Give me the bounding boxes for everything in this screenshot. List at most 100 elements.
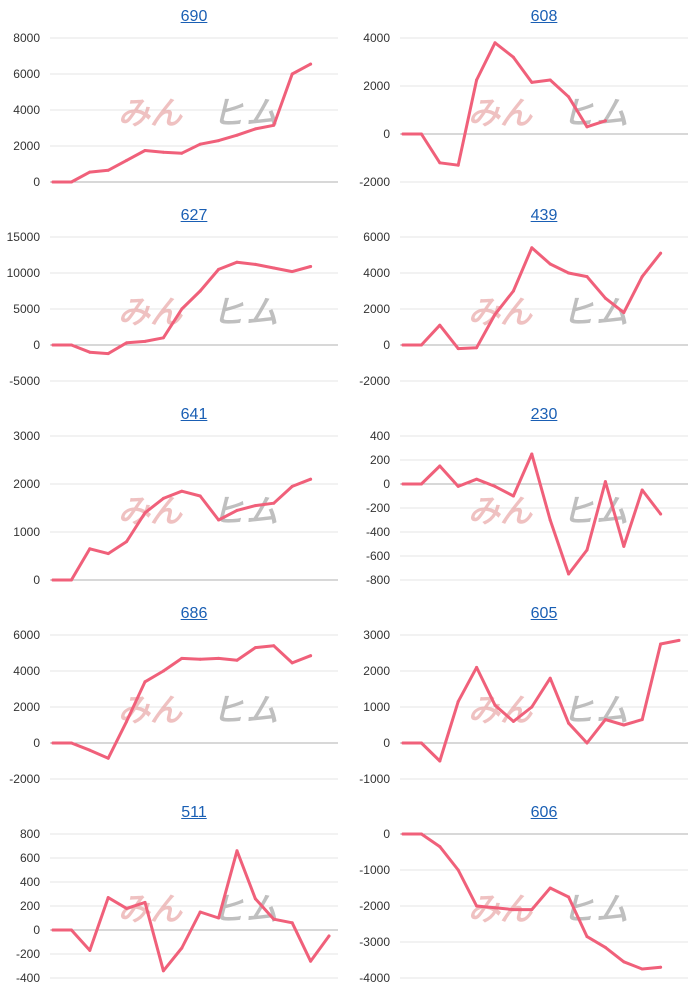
data-point [198,142,202,146]
data-point [290,72,294,76]
data-point [290,921,294,925]
data-point [143,511,147,515]
y-tick-label: 8000 [13,31,40,45]
y-tick-label: 0 [383,736,390,750]
chart-panel: 641 0 1000 2000 3000 みんヒム [0,398,350,597]
chart-title-link[interactable]: 627 [180,207,208,224]
data-point [125,540,129,544]
chart-title-link[interactable]: 686 [180,605,208,622]
data-point [456,700,460,704]
data-point [217,916,221,920]
watermark-text: ム [246,890,278,928]
data-point [161,496,165,500]
data-point [51,741,55,745]
data-point [585,741,589,745]
data-point [401,482,405,486]
y-tick-label: -200 [366,501,390,515]
chart-title-link[interactable]: 690 [180,8,208,25]
data-point [585,275,589,279]
y-tick-label: 2000 [363,664,390,678]
data-point [438,323,442,327]
data-point [309,654,313,658]
data-point [161,969,165,973]
watermark-text: みん [468,293,533,331]
chart-title-link[interactable]: 608 [530,8,558,25]
data-point [603,480,607,484]
watermark-text: ム [246,691,278,729]
chart-title-link[interactable]: 230 [530,406,558,423]
data-point [69,741,73,745]
watermark-text: ヒ [212,94,244,132]
data-point [548,78,552,82]
data-point [161,150,165,154]
data-point [217,518,221,522]
data-point [217,656,221,660]
data-point [493,703,497,707]
y-tick-label: 0 [383,477,390,491]
y-tick-label: -2000 [9,772,40,786]
data-point [272,501,276,505]
data-point [198,289,202,293]
data-point [493,41,497,45]
data-point [622,723,626,727]
data-point [567,572,571,576]
data-point [290,484,294,488]
chart-title-link[interactable]: 641 [180,406,208,423]
data-point [69,180,73,184]
data-point [456,868,460,872]
data-point [106,896,110,900]
chart-panel: 606 -4000 -3000 -2000 -1000 0 みんヒム [350,796,700,995]
data-point [180,489,184,493]
data-point [217,139,221,143]
y-tick-label: -2000 [359,374,390,388]
data-point [161,336,165,340]
data-point [475,665,479,669]
y-tick-label: 3000 [363,628,390,642]
chart-title-link[interactable]: 605 [530,605,558,622]
watermark-text: みん [118,691,183,729]
y-tick-label: 0 [33,573,40,587]
chart-title-link[interactable]: 606 [530,804,558,821]
watermark-text: ヒ [562,691,594,729]
watermark-text: ヒ [212,691,244,729]
data-point [180,151,184,155]
data-point [253,127,257,131]
data-point [290,661,294,665]
data-point [640,967,644,971]
data-point [88,948,92,952]
data-point [401,132,405,136]
chart-title-link[interactable]: 511 [181,804,207,821]
chart-title-link[interactable]: 439 [530,207,558,224]
data-point [456,484,460,488]
data-point [235,658,239,662]
y-tick-label: 2000 [13,139,40,153]
y-tick-label: -400 [16,971,40,985]
data-point [106,756,110,760]
data-point [88,350,92,354]
data-point [493,484,497,488]
y-tick-label: 6000 [363,230,390,244]
data-point [622,960,626,964]
watermark-text: ム [246,293,278,331]
data-point [438,845,442,849]
chart-panel: 511 -400 -200 0 200 400 600 800 みんヒム [0,796,350,995]
y-tick-label: 200 [370,453,390,467]
y-tick-label: 4000 [363,31,390,45]
chart-panel: 686 -2000 0 2000 4000 6000 みんヒム [0,597,350,796]
watermark-text: ム [596,94,628,132]
data-point [530,705,534,709]
data-point [493,312,497,316]
y-tick-label: -400 [366,525,390,539]
data-point [51,343,55,347]
y-tick-label: 2000 [13,700,40,714]
data-point [438,759,442,763]
y-tick-label: 800 [20,827,40,841]
line-chart: -2000 0 2000 4000 6000 みんヒム [9,628,338,786]
y-tick-label: 0 [383,127,390,141]
data-point [567,895,571,899]
series-line [401,638,681,763]
y-tick-label: -800 [366,573,390,587]
data-point [180,946,184,950]
data-point [106,552,110,556]
data-point [235,508,239,512]
